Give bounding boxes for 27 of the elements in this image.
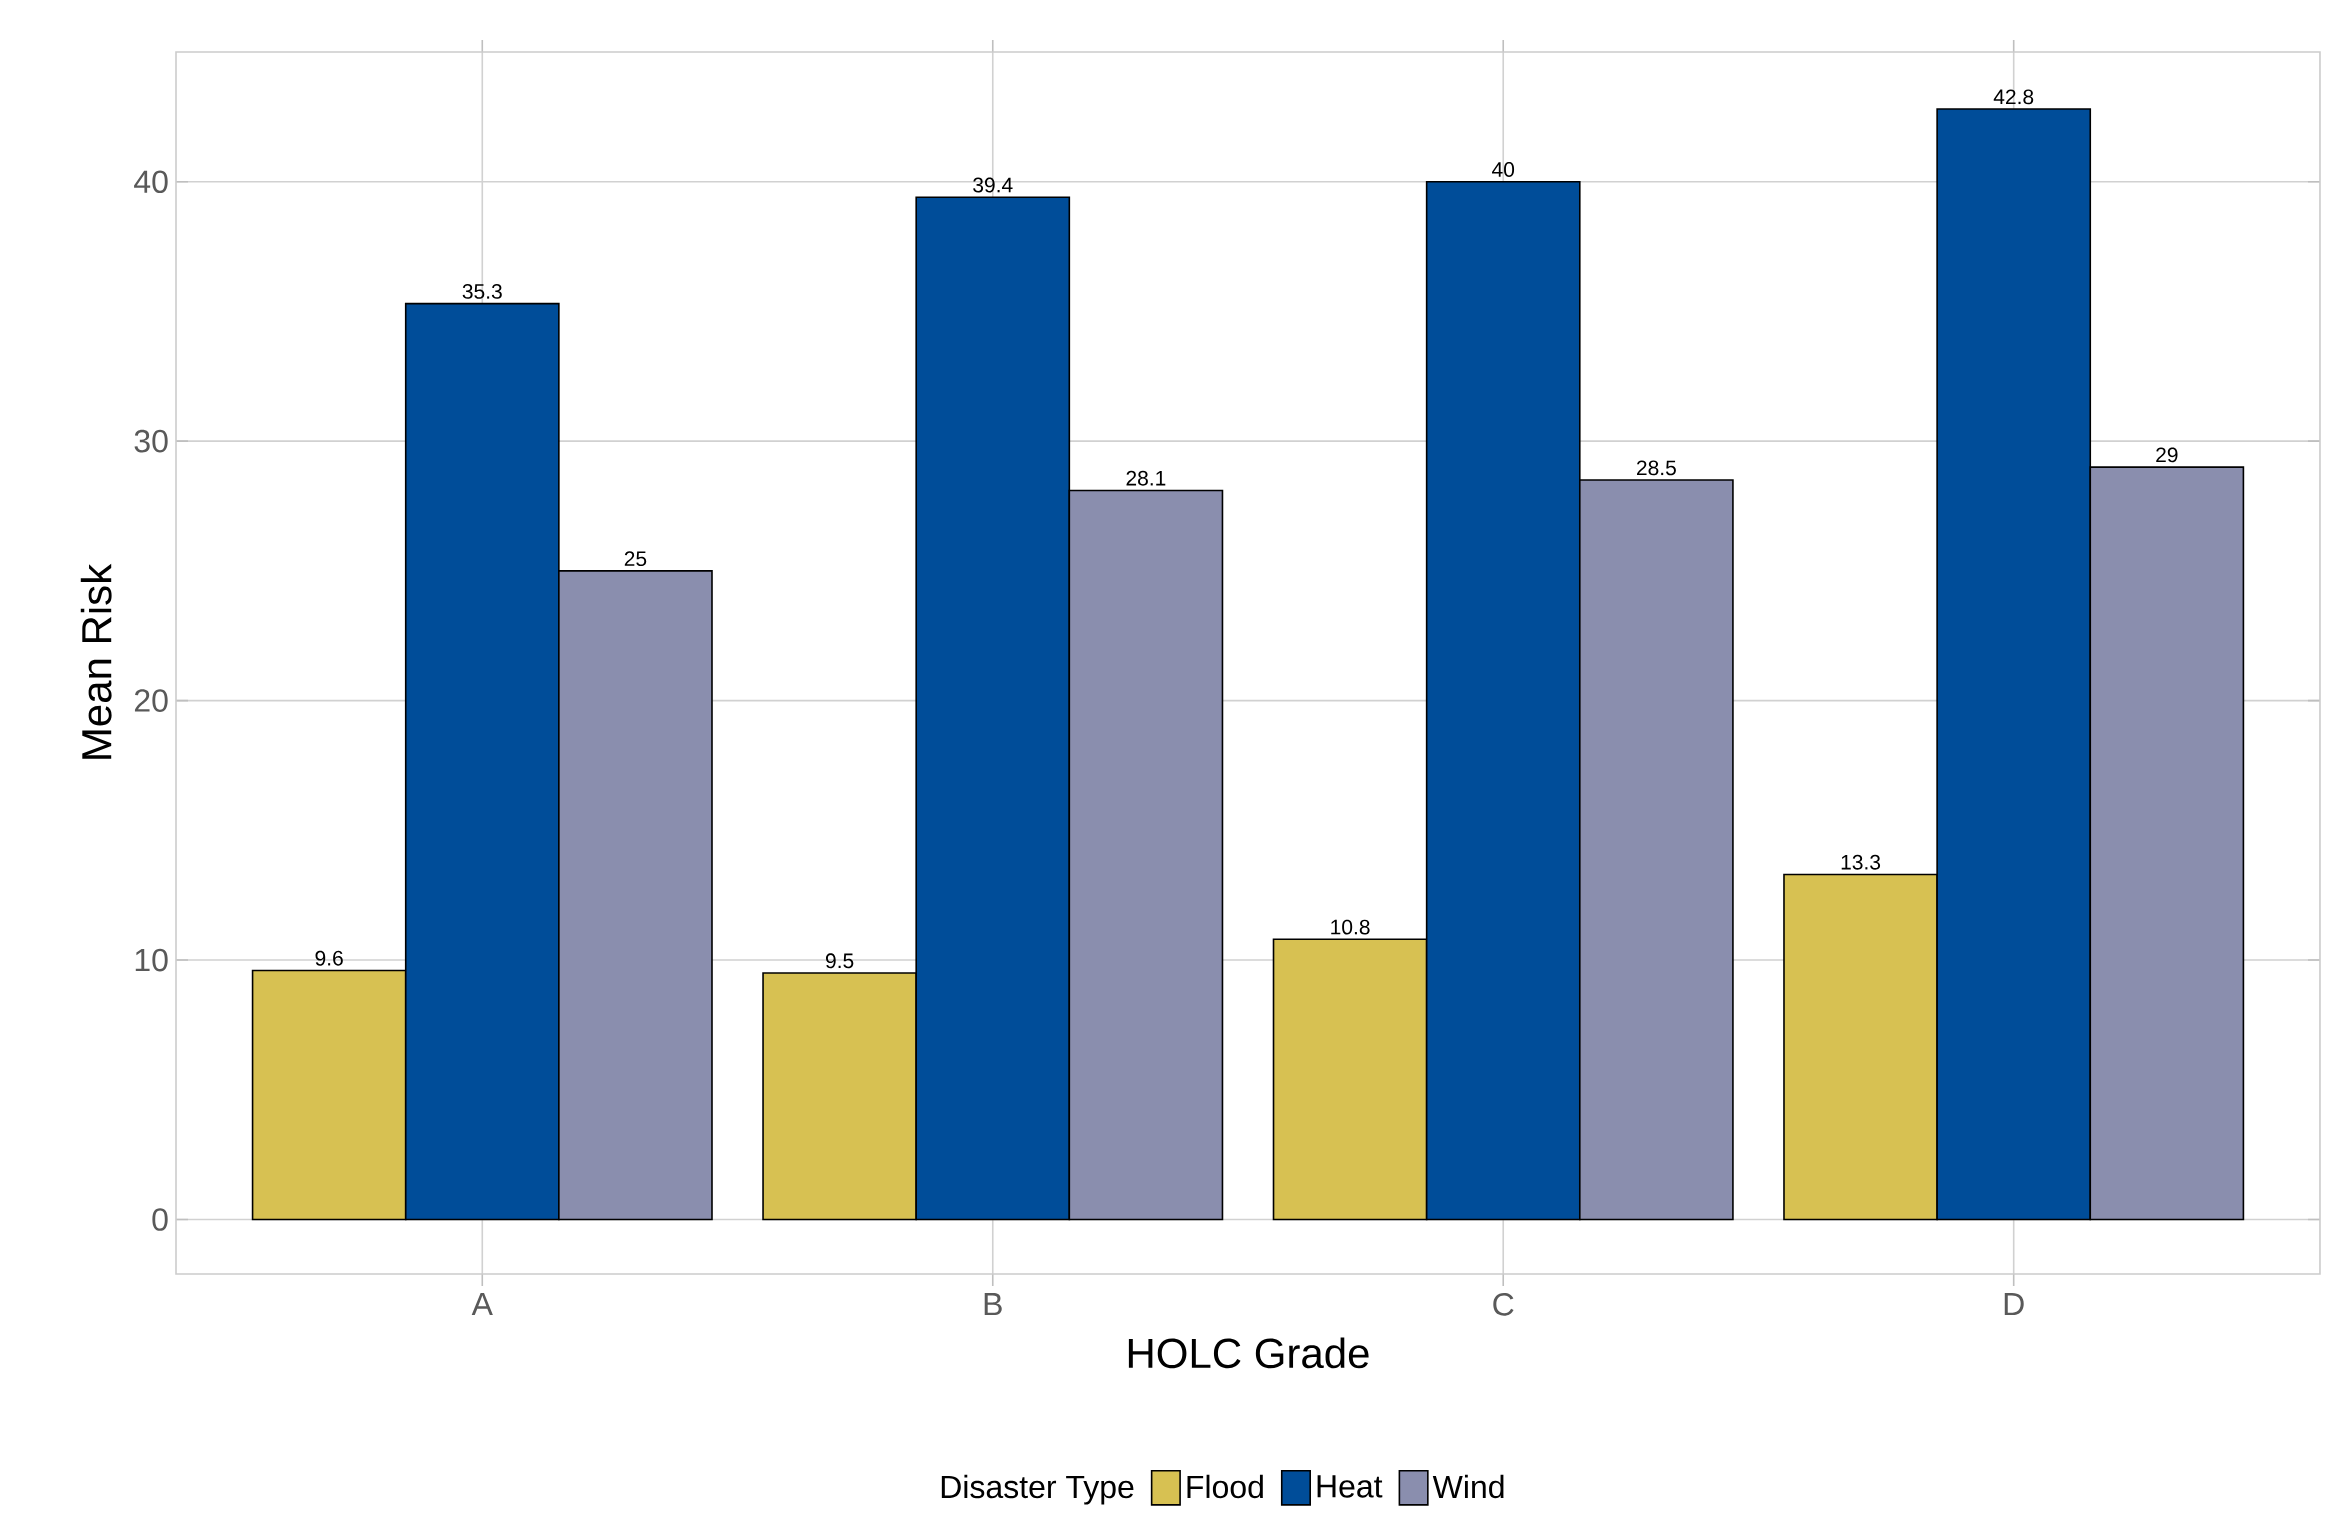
legend-label: Flood xyxy=(1187,1474,1263,1499)
data-label: 39.4 xyxy=(973,177,1013,193)
data-label: 28.5 xyxy=(1637,460,1676,476)
y-tick-label: 40 xyxy=(134,170,168,194)
y-tick-label: 20 xyxy=(134,689,168,712)
data-label: 42.8 xyxy=(1993,89,2034,105)
x-tick-label: A xyxy=(471,1293,493,1316)
data-label: 9.6 xyxy=(315,950,343,966)
legend-label: Wind xyxy=(1432,1474,1504,1499)
legend-title: Disaster Type xyxy=(941,1474,1134,1505)
legend-label: Heat xyxy=(1317,1475,1383,1498)
data-label: 13.3 xyxy=(1841,854,1881,870)
data-label: 40 xyxy=(1492,162,1515,177)
data-label: 28.1 xyxy=(1126,470,1166,486)
x-tick-label: D xyxy=(2004,1293,2024,1316)
y-tick-label: 10 xyxy=(135,948,168,972)
data-label: 9.5 xyxy=(825,953,854,969)
y-axis-title: Mean Risk xyxy=(80,563,112,759)
y-tick-label: 0 xyxy=(152,1208,168,1231)
data-label: 10.8 xyxy=(1331,919,1370,935)
x-axis-title: HOLC Grade xyxy=(1128,1337,1369,1369)
y-tick-label: 30 xyxy=(134,429,168,453)
x-tick-label: B xyxy=(984,1293,1002,1316)
data-label: 35.3 xyxy=(462,283,502,299)
data-label: 29 xyxy=(2156,447,2178,463)
x-tick-label: C xyxy=(1493,1293,1514,1316)
data-label: 25 xyxy=(624,551,647,567)
